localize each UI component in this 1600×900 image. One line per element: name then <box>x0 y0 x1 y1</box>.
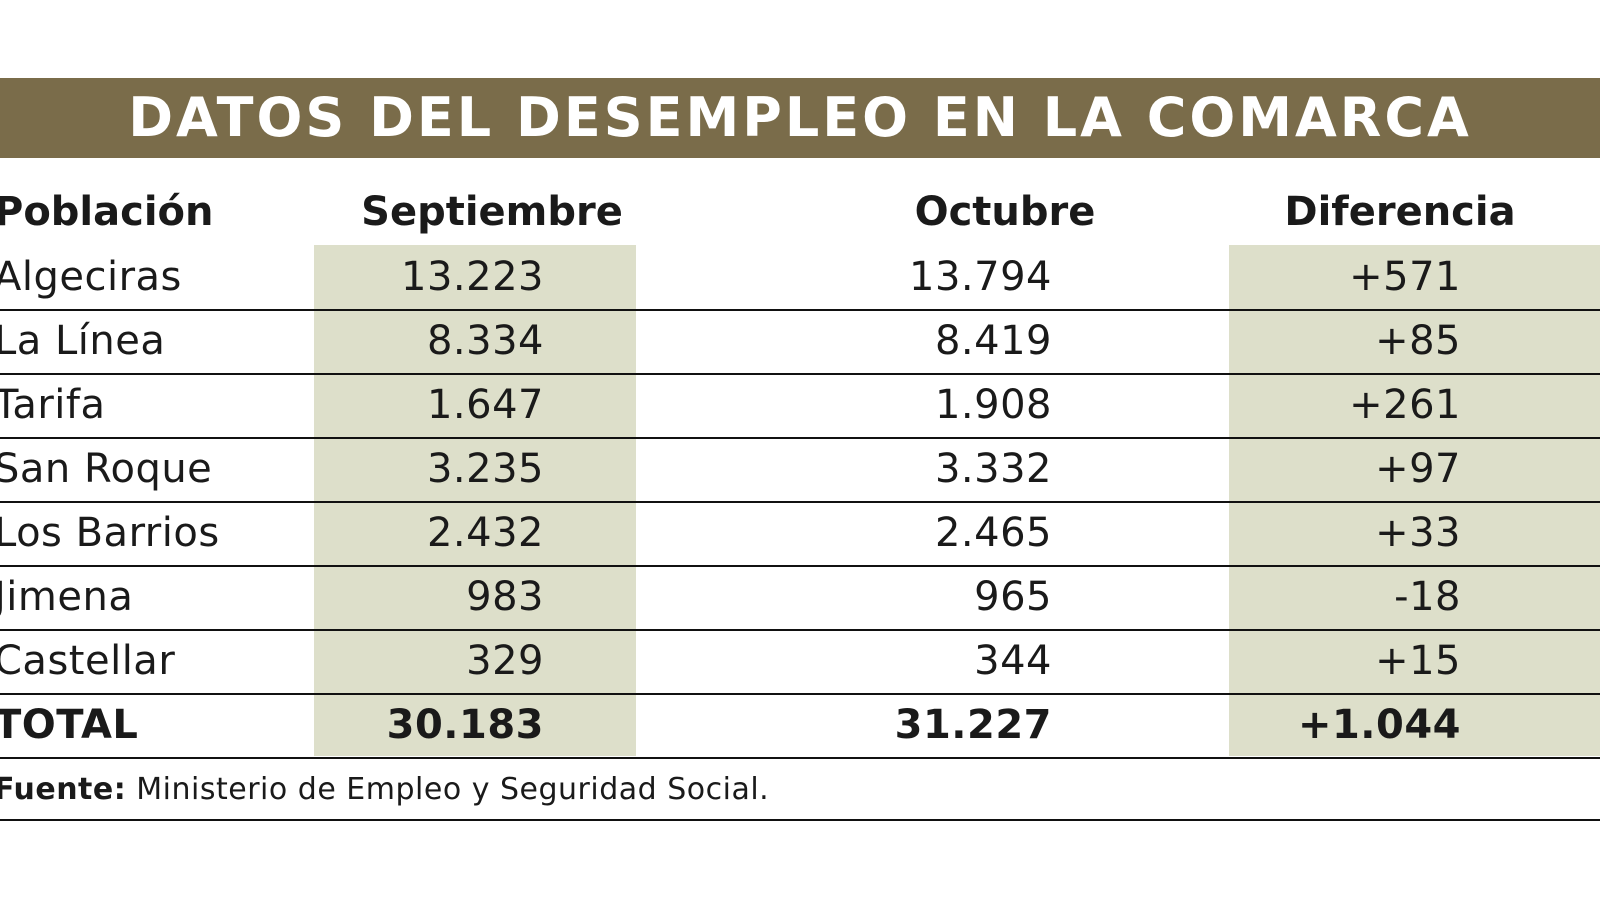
rule <box>0 629 1600 631</box>
cell: 965 <box>974 574 1052 620</box>
cell: 2.465 <box>934 510 1052 556</box>
row-label: Jimena <box>0 574 134 620</box>
cell: +261 <box>1349 382 1461 428</box>
row-label: Los Barrios <box>0 510 220 556</box>
cell: 1.908 <box>934 382 1052 428</box>
cell: 13.223 <box>401 254 544 300</box>
title: DATOS DEL DESEMPLEO EN LA COMARCA <box>128 86 1472 149</box>
cell: 3.332 <box>934 446 1052 492</box>
column-header: Septiembre <box>361 189 623 235</box>
cell: +85 <box>1375 318 1461 364</box>
cell: 2.432 <box>426 510 544 556</box>
source-label: Fuente: <box>0 772 127 807</box>
row-label: Algeciras <box>0 254 182 300</box>
column-shade <box>1229 245 1600 756</box>
row-label: Castellar <box>0 638 176 684</box>
rule <box>0 693 1600 695</box>
cell: 3.235 <box>426 446 544 492</box>
cell: 983 <box>466 574 544 620</box>
cell: 1.647 <box>426 382 544 428</box>
source: Fuente: Ministerio de Empleo y Seguridad… <box>0 768 769 812</box>
cell: +97 <box>1375 446 1461 492</box>
column-header: Octubre <box>914 189 1096 235</box>
title-bar <box>0 78 1600 158</box>
rule <box>0 501 1600 503</box>
row-label: La Línea <box>0 318 166 364</box>
rule <box>0 565 1600 567</box>
cell: +15 <box>1375 638 1461 684</box>
cell: 329 <box>466 638 544 684</box>
column-header: Diferencia <box>1284 189 1516 235</box>
column-header: Población <box>0 189 214 235</box>
column-shade <box>314 245 636 756</box>
cell: 31.227 <box>894 702 1052 748</box>
rule <box>0 437 1600 439</box>
cell: 344 <box>974 638 1052 684</box>
row-label: San Roque <box>0 446 213 492</box>
rule <box>0 309 1600 311</box>
rule <box>0 373 1600 375</box>
source-text: Ministerio de Empleo y Seguridad Social. <box>136 772 770 807</box>
rule <box>0 757 1600 759</box>
rule <box>0 819 1600 821</box>
cell: -18 <box>1394 574 1461 620</box>
cell: +33 <box>1375 510 1461 556</box>
cell: 8.419 <box>934 318 1052 364</box>
cell: +1.044 <box>1297 702 1461 748</box>
cell: 13.794 <box>909 254 1052 300</box>
cell: +571 <box>1349 254 1461 300</box>
cell: 8.334 <box>426 318 544 364</box>
row-label: Tarifa <box>0 382 106 428</box>
cell: 30.183 <box>386 702 544 748</box>
row-label: TOTAL <box>0 702 139 748</box>
